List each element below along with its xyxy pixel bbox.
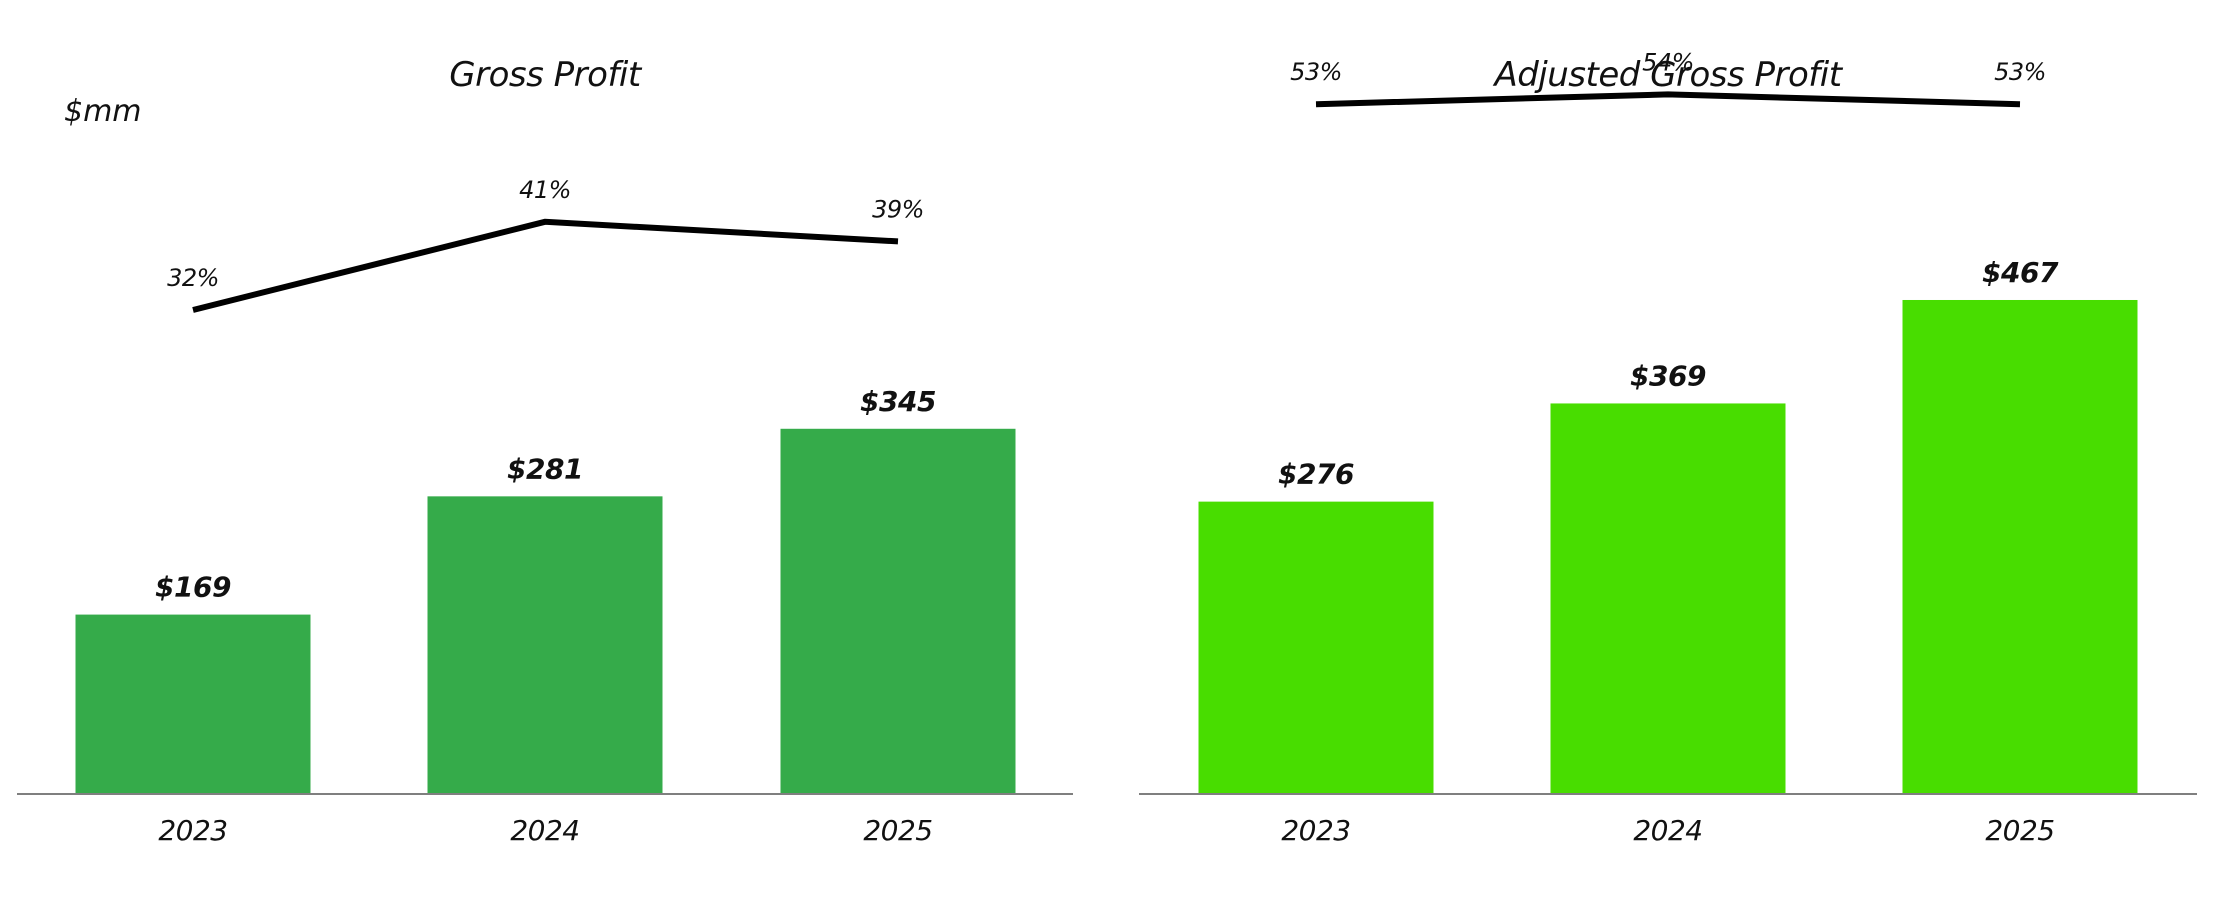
bar-2024 — [427, 496, 663, 793]
bar-2025 — [1902, 299, 2138, 793]
value-label: $467 — [1982, 256, 2059, 289]
margin-label: 53% — [1290, 58, 1342, 86]
value-label: $281 — [507, 452, 583, 485]
labels: $169 2023 $281 2024 $345 2025 32% 41% 39% — [155, 176, 936, 847]
bar-2023 — [1198, 501, 1434, 793]
x-tick-label: 2023 — [1281, 814, 1350, 847]
gross-profit-title: Gross Profit — [449, 55, 643, 95]
margin-label: 54% — [1642, 48, 1694, 76]
margin-line — [1315, 91, 2021, 108]
margin-label: 53% — [1994, 58, 2046, 86]
adjusted-gross-profit-title: Adjusted Gross Profit — [1492, 55, 1843, 95]
labels: $276 2023 $369 2024 $467 2025 53% 54% 53% — [1278, 48, 2059, 847]
bar-2024 — [1550, 403, 1786, 793]
value-label: $169 — [155, 571, 231, 604]
margin-label: 39% — [872, 195, 924, 223]
x-tick-label: 2023 — [158, 814, 227, 847]
bar-2025 — [780, 428, 1016, 793]
margin-line — [192, 218, 899, 313]
x-tick-label: 2024 — [510, 814, 579, 847]
x-tick-label: 2025 — [863, 814, 932, 847]
adjusted-gross-profit-chart: Adjusted Gross Profit $276 2023 $369 2024 $4… — [1139, 48, 2197, 847]
margin-label: 32% — [167, 264, 219, 292]
value-label: $345 — [860, 385, 936, 418]
bar-2023 — [75, 614, 311, 793]
bar-series — [1198, 299, 2138, 793]
bar-series — [75, 428, 1016, 793]
x-tick-label: 2025 — [1985, 814, 2054, 847]
margin-label: 41% — [519, 176, 571, 204]
value-label: $276 — [1278, 458, 1354, 491]
gross-profit-chart: Gross Profit $mm $169 2023 $281 2024 $345 202… — [17, 55, 1073, 847]
x-tick-label: 2024 — [1633, 814, 1702, 847]
unit-label: $mm — [64, 94, 142, 129]
value-label: $369 — [1630, 359, 1706, 392]
